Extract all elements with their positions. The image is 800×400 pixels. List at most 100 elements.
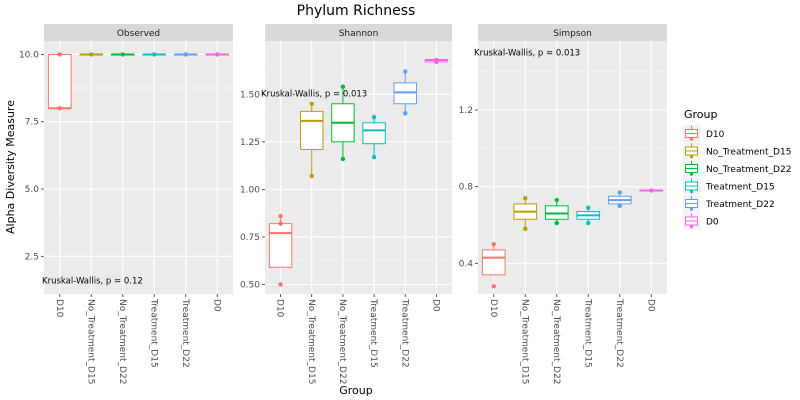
boxplot-d0 bbox=[639, 188, 664, 193]
y-tick-label: 0.75 bbox=[240, 233, 260, 243]
data-point bbox=[403, 111, 408, 116]
boxplot-treatment-d22 bbox=[393, 69, 417, 116]
panel-background bbox=[478, 41, 667, 294]
y-tick-label: 0.4 bbox=[459, 259, 474, 269]
legend-item-no-treatment-d22: No_Treatment_D22 bbox=[683, 160, 791, 177]
panel-background bbox=[44, 41, 233, 294]
data-point bbox=[554, 220, 559, 226]
boxplot-no-treatment-d15 bbox=[300, 101, 324, 179]
legend-label: D10 bbox=[706, 130, 725, 140]
data-point bbox=[523, 226, 528, 232]
boxplot-treatment-d22 bbox=[173, 52, 198, 57]
data-point bbox=[278, 221, 283, 226]
data-point bbox=[120, 52, 125, 57]
data-point bbox=[586, 205, 591, 210]
kruskal-wallis-annotation: Kruskal-Wallis, p = 0.013 bbox=[261, 89, 367, 99]
data-point bbox=[278, 282, 283, 287]
legend-item-d10: D10 bbox=[683, 125, 725, 142]
x-tick-label: Treatment_D22 bbox=[399, 298, 409, 368]
legend-point bbox=[689, 189, 694, 194]
data-point bbox=[57, 106, 62, 111]
data-point bbox=[89, 52, 94, 57]
x-tick-label: No_Treatment_D15 bbox=[306, 299, 316, 384]
x-tick-label: D10 bbox=[488, 299, 498, 318]
chart-title: Phylum Richness bbox=[297, 3, 416, 19]
data-point bbox=[523, 195, 528, 201]
x-tick-label: Treatment_D15 bbox=[148, 298, 158, 368]
y-tick-label: 1.00 bbox=[240, 185, 260, 195]
x-tick-label: D0 bbox=[211, 299, 221, 312]
legend-item-no-treatment-d15: No_Treatment_D15 bbox=[683, 142, 791, 160]
legend-title: Group bbox=[684, 108, 718, 121]
legend-label: No_Treatment_D15 bbox=[706, 148, 791, 158]
data-point bbox=[403, 69, 408, 74]
data-point bbox=[278, 213, 283, 219]
x-tick-label: No_Treatment_D22 bbox=[551, 299, 561, 384]
x-tick-label: D10 bbox=[275, 299, 285, 318]
boxplot-treatment-d22 bbox=[607, 190, 632, 209]
facet-strip-label: Observed bbox=[117, 29, 160, 39]
legend: Group D10 No_Treatment_D15 No_Treatment_D2… bbox=[683, 108, 791, 230]
box bbox=[268, 223, 293, 268]
legend-point bbox=[689, 172, 694, 176]
panel-background bbox=[265, 41, 452, 294]
box bbox=[47, 53, 72, 109]
x-axis-label: Group bbox=[339, 384, 373, 397]
data-point bbox=[215, 52, 220, 57]
y-tick-label: 0.50 bbox=[240, 280, 260, 290]
data-point bbox=[617, 203, 622, 209]
y-axis-label: Alpha Diversity Measure bbox=[4, 100, 17, 234]
facet-simpson: Simpson 0.4 0.8 1.2 D10 No_Treatment_D15 No_Tr… bbox=[459, 24, 667, 384]
data-point bbox=[491, 241, 496, 247]
x-tick-label: D0 bbox=[645, 299, 655, 312]
data-point bbox=[371, 154, 377, 160]
data-point bbox=[554, 197, 559, 203]
y-tick-label: 1.25 bbox=[240, 138, 260, 148]
boxplot-no-treatment-d15 bbox=[513, 195, 538, 232]
legend-label: D0 bbox=[706, 218, 719, 228]
kruskal-wallis-annotation: Kruskal-Wallis, p = 0.12 bbox=[42, 277, 143, 287]
box bbox=[300, 110, 324, 150]
boxplot-d0 bbox=[205, 52, 230, 57]
facet-strip-label: Simpson bbox=[553, 29, 592, 39]
legend-label: No_Treatment_D22 bbox=[706, 165, 791, 175]
facet-shannon: Shannon 0.50 0.75 1.00 1.25 1.50 D10 No_Treatme… bbox=[240, 24, 452, 384]
legend-item-treatment-d22: Treatment_D22 bbox=[683, 195, 775, 212]
y-tick-label: 5.0 bbox=[25, 185, 40, 195]
legend-item-d0: D0 bbox=[683, 212, 719, 230]
legend-item-treatment-d15: Treatment_D15 bbox=[683, 177, 775, 195]
y-tick-label: 0.8 bbox=[459, 183, 474, 193]
boxplot-no-treatment-d15 bbox=[79, 52, 104, 57]
legend-label: Treatment_D22 bbox=[705, 200, 775, 210]
boxplot-treatment-d15 bbox=[142, 52, 167, 57]
x-tick-label: No_Treatment_D15 bbox=[85, 299, 95, 384]
x-tick-label: Treatment_D15 bbox=[582, 298, 592, 368]
data-point bbox=[340, 84, 346, 89]
x-tick-label: Treatment_D22 bbox=[180, 298, 190, 368]
x-tick-label: Treatment_D15 bbox=[368, 298, 378, 368]
data-point bbox=[491, 284, 496, 289]
y-tick-label: 1.50 bbox=[240, 90, 260, 100]
facet-strip bbox=[478, 24, 667, 41]
box bbox=[362, 122, 386, 145]
legend-point bbox=[689, 224, 694, 229]
y-tick-label: 2.5 bbox=[25, 252, 39, 262]
data-point bbox=[309, 173, 314, 179]
data-point bbox=[371, 114, 377, 120]
facet-strip-label: Shannon bbox=[339, 29, 379, 39]
boxplot-no-treatment-d22 bbox=[331, 84, 355, 162]
y-tick-label: 10.0 bbox=[19, 50, 39, 60]
boxplot-d0 bbox=[424, 57, 449, 65]
kruskal-wallis-annotation: Kruskal-Wallis, p = 0.013 bbox=[474, 49, 580, 59]
box bbox=[481, 249, 506, 276]
boxplot-d10 bbox=[481, 241, 506, 289]
legend-label: Treatment_D15 bbox=[705, 183, 775, 193]
data-point bbox=[57, 52, 62, 57]
facet-strip bbox=[44, 24, 233, 41]
legend-point bbox=[689, 207, 694, 211]
legend-point bbox=[689, 154, 694, 159]
boxplot-d10 bbox=[47, 52, 72, 111]
x-tick-label: No_Treatment_D22 bbox=[117, 299, 127, 384]
facet-observed: Observed 2.5 5.0 7.5 10.0 D10 No_Treatment_D15… bbox=[19, 24, 233, 384]
